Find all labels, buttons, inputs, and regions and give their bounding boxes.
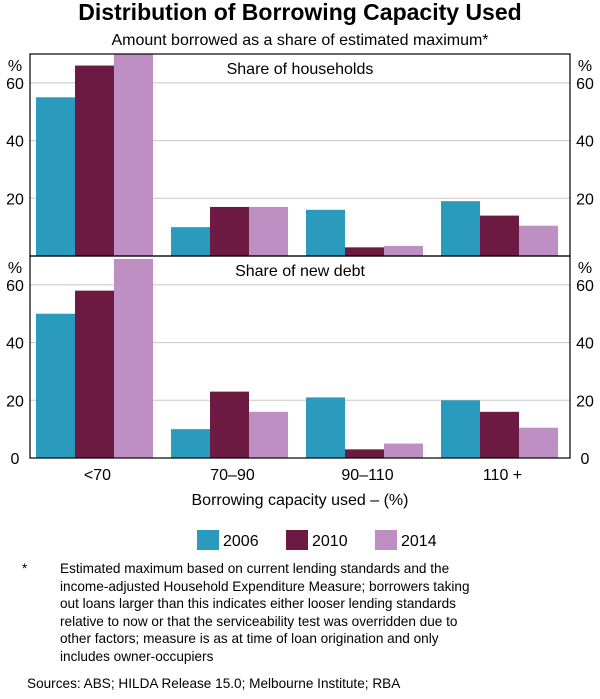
y-tick-label: 20 xyxy=(576,393,594,410)
y-tick-label: 40 xyxy=(6,336,24,353)
bar xyxy=(210,391,249,458)
bar xyxy=(306,209,345,256)
bar xyxy=(171,429,210,458)
y-unit-label: % xyxy=(578,260,592,277)
panel-title: Share of new debt xyxy=(235,263,365,280)
y-tick-label: 60 xyxy=(576,278,594,295)
footnote-marker: * xyxy=(22,561,28,576)
panel-title: Share of households xyxy=(227,61,374,78)
legend-label: 2010 xyxy=(312,533,348,550)
footnote-text: Estimated maximum based on current lendi… xyxy=(60,560,580,665)
bar xyxy=(345,449,384,458)
y-tick-label: 0 xyxy=(581,451,590,468)
legend-swatch xyxy=(375,530,397,550)
y-tick-label: 40 xyxy=(576,336,594,353)
chart-plots: Share of households% % 20 20 40 40 60 60 Share o… xyxy=(6,53,594,484)
panel-frame xyxy=(29,255,571,459)
bar xyxy=(249,411,288,458)
bar xyxy=(249,206,288,256)
legend-label: 2014 xyxy=(401,533,437,550)
legend-label: 2006 xyxy=(223,533,259,550)
bar xyxy=(345,247,384,256)
y-tick-label: 20 xyxy=(6,393,24,410)
footnote-line: includes owner-occupiers xyxy=(60,648,214,664)
y-tick-label: 40 xyxy=(6,134,24,151)
footnote-line: Estimated maximum based on current lendi… xyxy=(60,561,450,576)
bar xyxy=(384,443,423,458)
y-tick-label: 60 xyxy=(6,278,24,295)
bar xyxy=(480,215,519,256)
bar xyxy=(519,225,558,256)
legend-swatch xyxy=(197,530,219,550)
bar xyxy=(75,290,114,458)
bar xyxy=(171,227,210,256)
x-tick-label: 110 + xyxy=(483,467,522,484)
bar xyxy=(384,245,423,256)
bar xyxy=(114,54,153,256)
bar xyxy=(480,411,519,458)
y-tick-label: 0 xyxy=(11,451,20,468)
bar xyxy=(519,427,558,458)
chart-title: Distribution of Borrowing Capacity Used xyxy=(78,0,521,25)
sources-note: Sources: ABS; HILDA Release 15.0; Melbou… xyxy=(27,676,401,691)
y-unit-label: % xyxy=(578,58,592,75)
legend-swatch xyxy=(286,530,308,550)
y-unit-label: % xyxy=(8,58,22,75)
x-tick-label: 90–110 xyxy=(341,467,393,484)
bar xyxy=(210,206,249,256)
x-axis-label: Borrowing capacity used – (%) xyxy=(192,492,409,509)
x-tick-label: <70 xyxy=(84,467,111,484)
y-tick-label: 60 xyxy=(576,76,594,93)
y-tick-label: 60 xyxy=(6,76,24,93)
bar xyxy=(441,400,480,458)
bar xyxy=(36,313,75,458)
chart-figure: Distribution of Borrowing Capacity Used … xyxy=(6,0,594,550)
bar xyxy=(441,201,480,256)
y-tick-label: 40 xyxy=(576,134,594,151)
bar xyxy=(36,97,75,257)
footnote-line: other factors; measure is as at time of … xyxy=(60,631,439,646)
y-tick-label: 20 xyxy=(6,191,24,208)
bar xyxy=(114,258,153,458)
chart-subtitle: Amount borrowed as a share of estimated … xyxy=(111,32,488,49)
x-tick-label: 70–90 xyxy=(210,467,255,484)
y-tick-label: 20 xyxy=(576,191,594,208)
footnote-line: relative to now or that the serviceabili… xyxy=(60,613,458,629)
bar xyxy=(306,397,345,458)
footnote-line: income-adjusted Household Expenditure Me… xyxy=(60,578,470,594)
y-unit-label: % xyxy=(8,260,22,277)
footnote-line: out loans larger than this indicates eit… xyxy=(60,596,456,611)
bar xyxy=(75,65,114,257)
chart-legend: 2006 2010 2014 xyxy=(197,530,437,550)
